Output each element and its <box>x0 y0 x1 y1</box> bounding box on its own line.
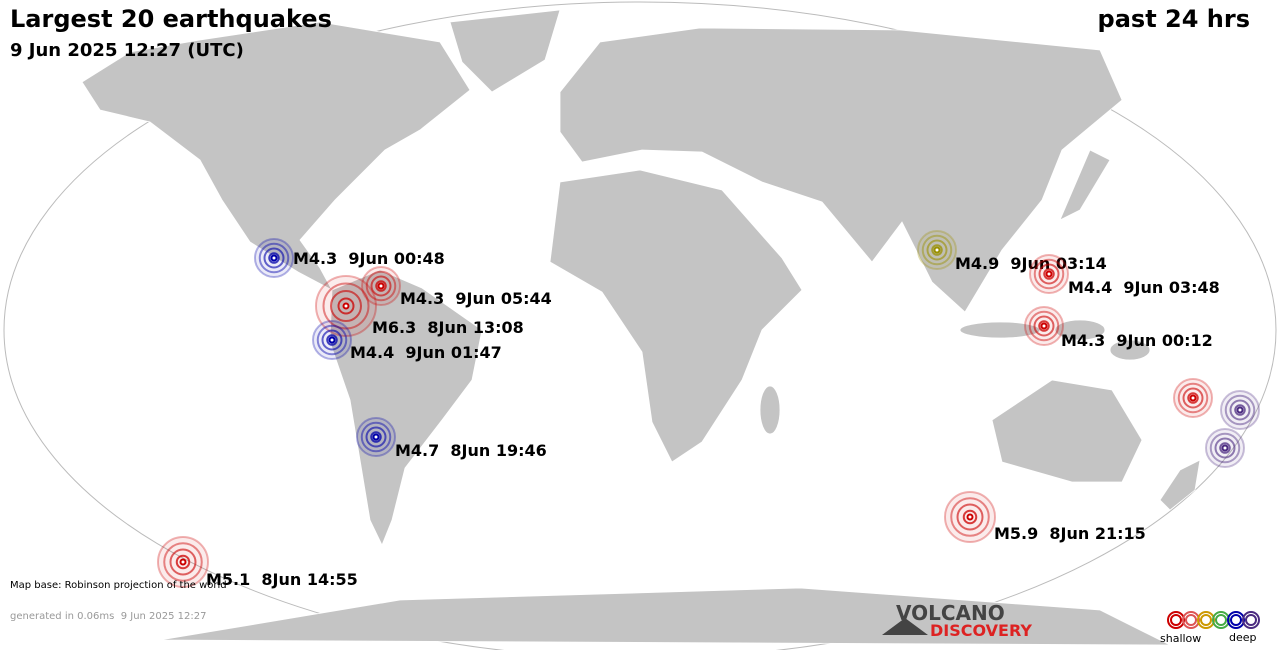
quake-marker <box>312 320 352 360</box>
quake-label: M4.9 9Jun 03:14 <box>955 254 1107 273</box>
ring <box>258 242 290 274</box>
legend-ring <box>1245 614 1257 626</box>
period: past 24 hrs <box>1098 5 1250 33</box>
ring <box>316 324 348 356</box>
quake-label: M4.4 9Jun 01:47 <box>350 343 502 362</box>
legend-ring <box>1185 614 1197 626</box>
ring <box>1234 404 1246 416</box>
center <box>933 246 941 254</box>
quake-marker <box>1173 378 1213 418</box>
ring <box>1028 310 1060 342</box>
ring <box>921 234 953 266</box>
ring <box>1224 394 1256 426</box>
ring <box>1038 320 1050 332</box>
ring <box>1229 399 1251 421</box>
ring <box>360 421 392 453</box>
legend-ring <box>1242 611 1260 629</box>
ring <box>263 247 285 269</box>
ring <box>1033 315 1055 337</box>
center <box>372 433 380 441</box>
quake-label: M4.3 9Jun 00:48 <box>293 249 445 268</box>
quake-marker <box>1029 254 1069 294</box>
quake-label: M4.3 9Jun 05:44 <box>400 289 552 308</box>
ring <box>163 542 203 582</box>
ring <box>326 334 338 346</box>
ring <box>375 280 387 292</box>
center <box>328 336 336 344</box>
ring <box>322 282 370 330</box>
ring <box>1033 258 1065 290</box>
quake-marker <box>315 275 377 337</box>
center <box>1045 270 1053 278</box>
ring <box>956 503 984 531</box>
ring <box>337 297 355 315</box>
legend-ring <box>1170 614 1182 626</box>
ring <box>950 497 990 537</box>
legend-shallow: shallow <box>1160 632 1201 645</box>
quake-label: M5.9 8Jun 21:15 <box>994 524 1146 543</box>
quake-label: M5.1 8Jun 14:55 <box>206 570 358 589</box>
legend-ring <box>1230 614 1242 626</box>
legend-deep: deep <box>1229 631 1257 644</box>
ring <box>330 290 362 322</box>
center <box>1236 406 1244 414</box>
ring <box>1219 442 1231 454</box>
ring <box>931 244 943 256</box>
logo-icon <box>882 618 928 635</box>
ring <box>1214 437 1236 459</box>
legend-ring <box>1215 614 1227 626</box>
quake-marker <box>157 536 209 588</box>
center <box>179 558 187 566</box>
ring <box>370 275 392 297</box>
ring <box>1182 387 1204 409</box>
generated: generated in 0.06ms 9 Jun 2025 12:27 <box>10 611 207 622</box>
quake-marker <box>1220 390 1260 430</box>
quake-marker <box>1024 306 1064 346</box>
ring <box>365 270 397 302</box>
ring <box>1177 382 1209 414</box>
ring <box>169 548 197 576</box>
timestamp: 9 Jun 2025 12:27 (UTC) <box>10 40 244 61</box>
center <box>270 254 278 262</box>
quakes: M4.3 9Jun 00:48 M4.3 9Jun 05:44 M6.3 8Jun … <box>157 230 1260 589</box>
center <box>1040 322 1048 330</box>
center <box>966 513 974 521</box>
ring <box>962 509 978 525</box>
ring <box>1209 432 1241 464</box>
ring <box>365 426 387 448</box>
center <box>342 302 350 310</box>
quake-label: M4.4 9Jun 03:48 <box>1068 278 1220 297</box>
quake-marker <box>361 266 401 306</box>
quake-marker <box>1205 428 1245 468</box>
ring <box>321 329 343 351</box>
land <box>81 9 1201 646</box>
quake-label: M4.7 8Jun 19:46 <box>395 441 547 460</box>
map-base: Map base: Robinson projection of the wor… <box>10 580 227 591</box>
legend-ring <box>1200 614 1212 626</box>
legend <box>1167 611 1260 629</box>
quake-marker <box>944 491 996 543</box>
quake-marker <box>356 417 396 457</box>
ring <box>268 252 280 264</box>
quake-label: M6.3 8Jun 13:08 <box>372 318 524 337</box>
ring <box>926 239 948 261</box>
logo-volcano: VOLCANO <box>896 601 1005 625</box>
quake-label: M4.3 9Jun 00:12 <box>1061 331 1213 350</box>
ring <box>1187 392 1199 404</box>
center <box>1189 394 1197 402</box>
logo-discovery: DISCOVERY <box>930 621 1032 640</box>
center <box>1221 444 1229 452</box>
ring <box>1043 268 1055 280</box>
ring <box>175 554 191 570</box>
center <box>377 282 385 290</box>
quake-marker <box>917 230 957 270</box>
title: Largest 20 earthquakes <box>10 5 332 33</box>
ring <box>370 431 382 443</box>
quake-marker <box>254 238 294 278</box>
ring <box>1038 263 1060 285</box>
